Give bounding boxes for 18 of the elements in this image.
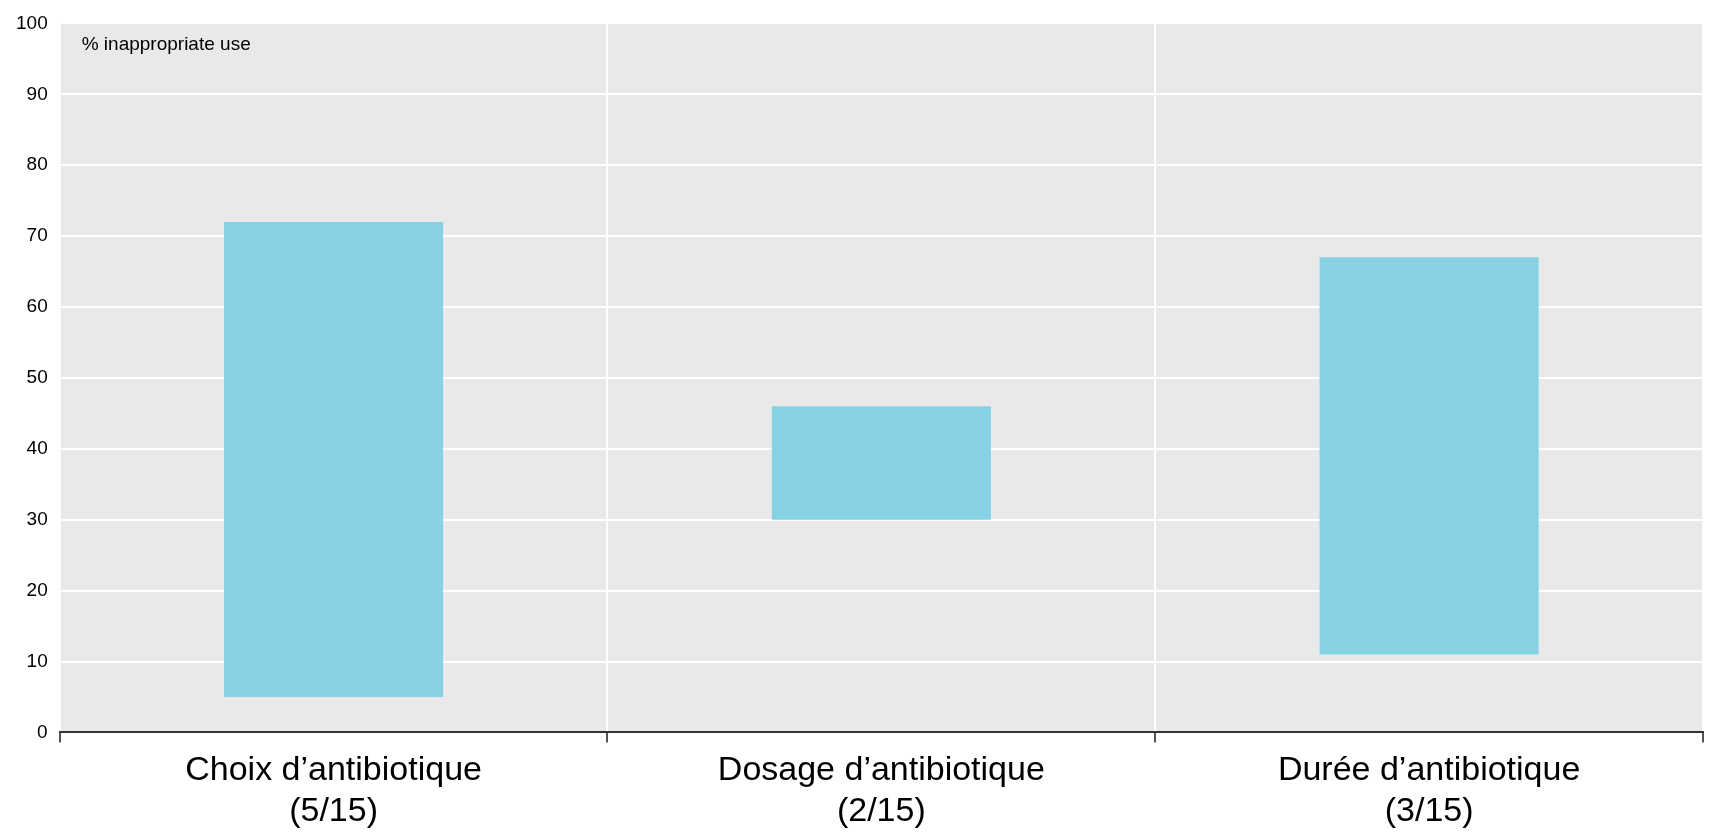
- y-tick-label: 20: [26, 578, 48, 600]
- y-tick-label: 30: [26, 507, 48, 529]
- y-tick-label: 0: [37, 720, 48, 742]
- y-tick-label: 40: [26, 437, 48, 459]
- y-tick-label: 100: [16, 11, 48, 33]
- bar: [771, 406, 991, 520]
- x-tick-label: Choix d’antibiotique (5/15): [185, 749, 482, 828]
- x-tick-label: Durée d’antibiotique (3/15): [1277, 749, 1581, 828]
- bar: [224, 221, 444, 697]
- y-tick-label: 10: [26, 649, 48, 671]
- y-tick-label: 60: [26, 295, 48, 317]
- annotation: % inappropriate use: [81, 33, 251, 55]
- y-tick-label: 90: [26, 82, 48, 104]
- y-tick-label: 50: [26, 366, 48, 388]
- y-tick-label: 80: [26, 153, 48, 175]
- bar: [1319, 257, 1539, 655]
- x-tick-label: Dosage d’antibiotique (2/15): [717, 749, 1045, 828]
- y-tick-label: 70: [26, 224, 48, 246]
